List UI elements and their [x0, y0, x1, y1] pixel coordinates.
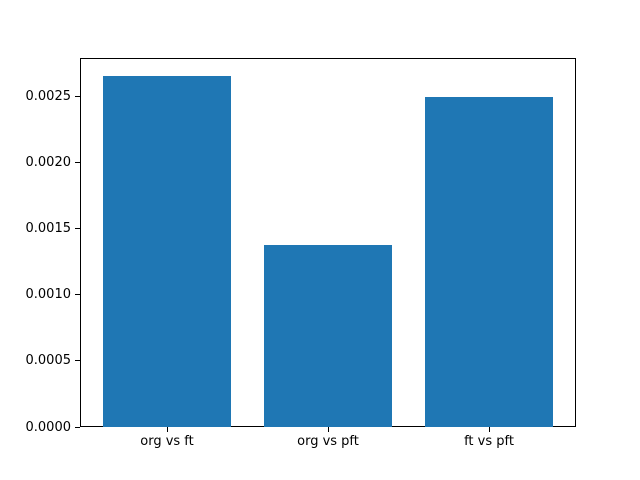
y-tick-mark — [75, 96, 80, 98]
y-tick-label: 0.0020 — [25, 155, 72, 171]
y-tick-mark — [75, 294, 80, 296]
bar-org-vs-pft — [263, 244, 393, 427]
y-tick-mark — [75, 228, 80, 230]
y-tick-label: 0.0015 — [25, 221, 72, 237]
bar-org-vs-ft — [102, 75, 232, 427]
y-tick-label: 0.0005 — [25, 353, 72, 369]
x-tick-mark — [166, 427, 168, 432]
y-tick-label: 0.0025 — [25, 89, 72, 105]
y-tick-mark — [75, 162, 80, 164]
x-tick-label: ft vs pft — [464, 434, 514, 449]
y-tick-label: 0.0010 — [25, 287, 72, 303]
x-tick-mark — [488, 427, 490, 432]
y-tick-label: 0.0000 — [25, 419, 72, 435]
x-tick-mark — [327, 427, 329, 432]
bar-ft-vs-pft — [424, 96, 554, 427]
x-tick-label: org vs ft — [140, 434, 194, 449]
y-tick-mark — [75, 426, 80, 428]
y-tick-mark — [75, 360, 80, 362]
x-tick-label: org vs pft — [297, 434, 359, 449]
